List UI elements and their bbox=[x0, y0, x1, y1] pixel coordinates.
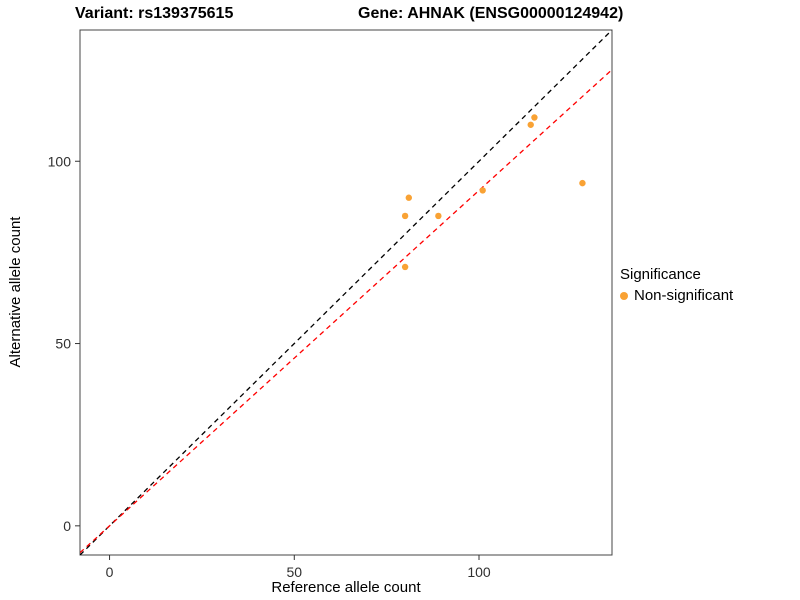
data-point bbox=[401, 263, 409, 271]
legend-entry-label: Non-significant bbox=[634, 287, 734, 304]
y-tick-label: 100 bbox=[48, 153, 72, 169]
legend-title: Significance bbox=[620, 266, 701, 283]
x-tick-label: 0 bbox=[106, 564, 114, 580]
reference-lines bbox=[80, 30, 612, 555]
y-axis-label: Alternative allele count bbox=[7, 216, 24, 368]
data-point bbox=[527, 121, 534, 128]
variant-title: Variant: rs139375615 bbox=[75, 5, 234, 22]
x-axis-label: Reference allele count bbox=[271, 579, 421, 596]
y-tick-label: 0 bbox=[63, 518, 71, 534]
fit-line bbox=[80, 69, 612, 554]
data-points bbox=[401, 114, 586, 271]
data-point bbox=[401, 212, 409, 220]
data-point bbox=[479, 187, 486, 194]
data-point bbox=[435, 212, 442, 220]
x-tick-label: 100 bbox=[467, 564, 491, 580]
identity-line bbox=[80, 30, 612, 555]
plot-panel bbox=[79, 29, 613, 556]
legend: Significance Non-significant bbox=[620, 266, 733, 304]
x-tick-label: 50 bbox=[286, 564, 302, 580]
data-point bbox=[405, 194, 413, 201]
y-axis-ticks: 0 50 100 bbox=[48, 153, 80, 534]
y-tick-label: 50 bbox=[55, 336, 71, 352]
legend-point-icon bbox=[620, 291, 628, 300]
gene-title: Gene: AHNAK (ENSG00000124942) bbox=[358, 5, 624, 22]
legend-entry: Non-significant bbox=[620, 287, 733, 304]
data-point bbox=[579, 179, 586, 187]
data-point bbox=[531, 114, 538, 121]
x-axis-ticks: 0 50 100 bbox=[106, 555, 491, 580]
